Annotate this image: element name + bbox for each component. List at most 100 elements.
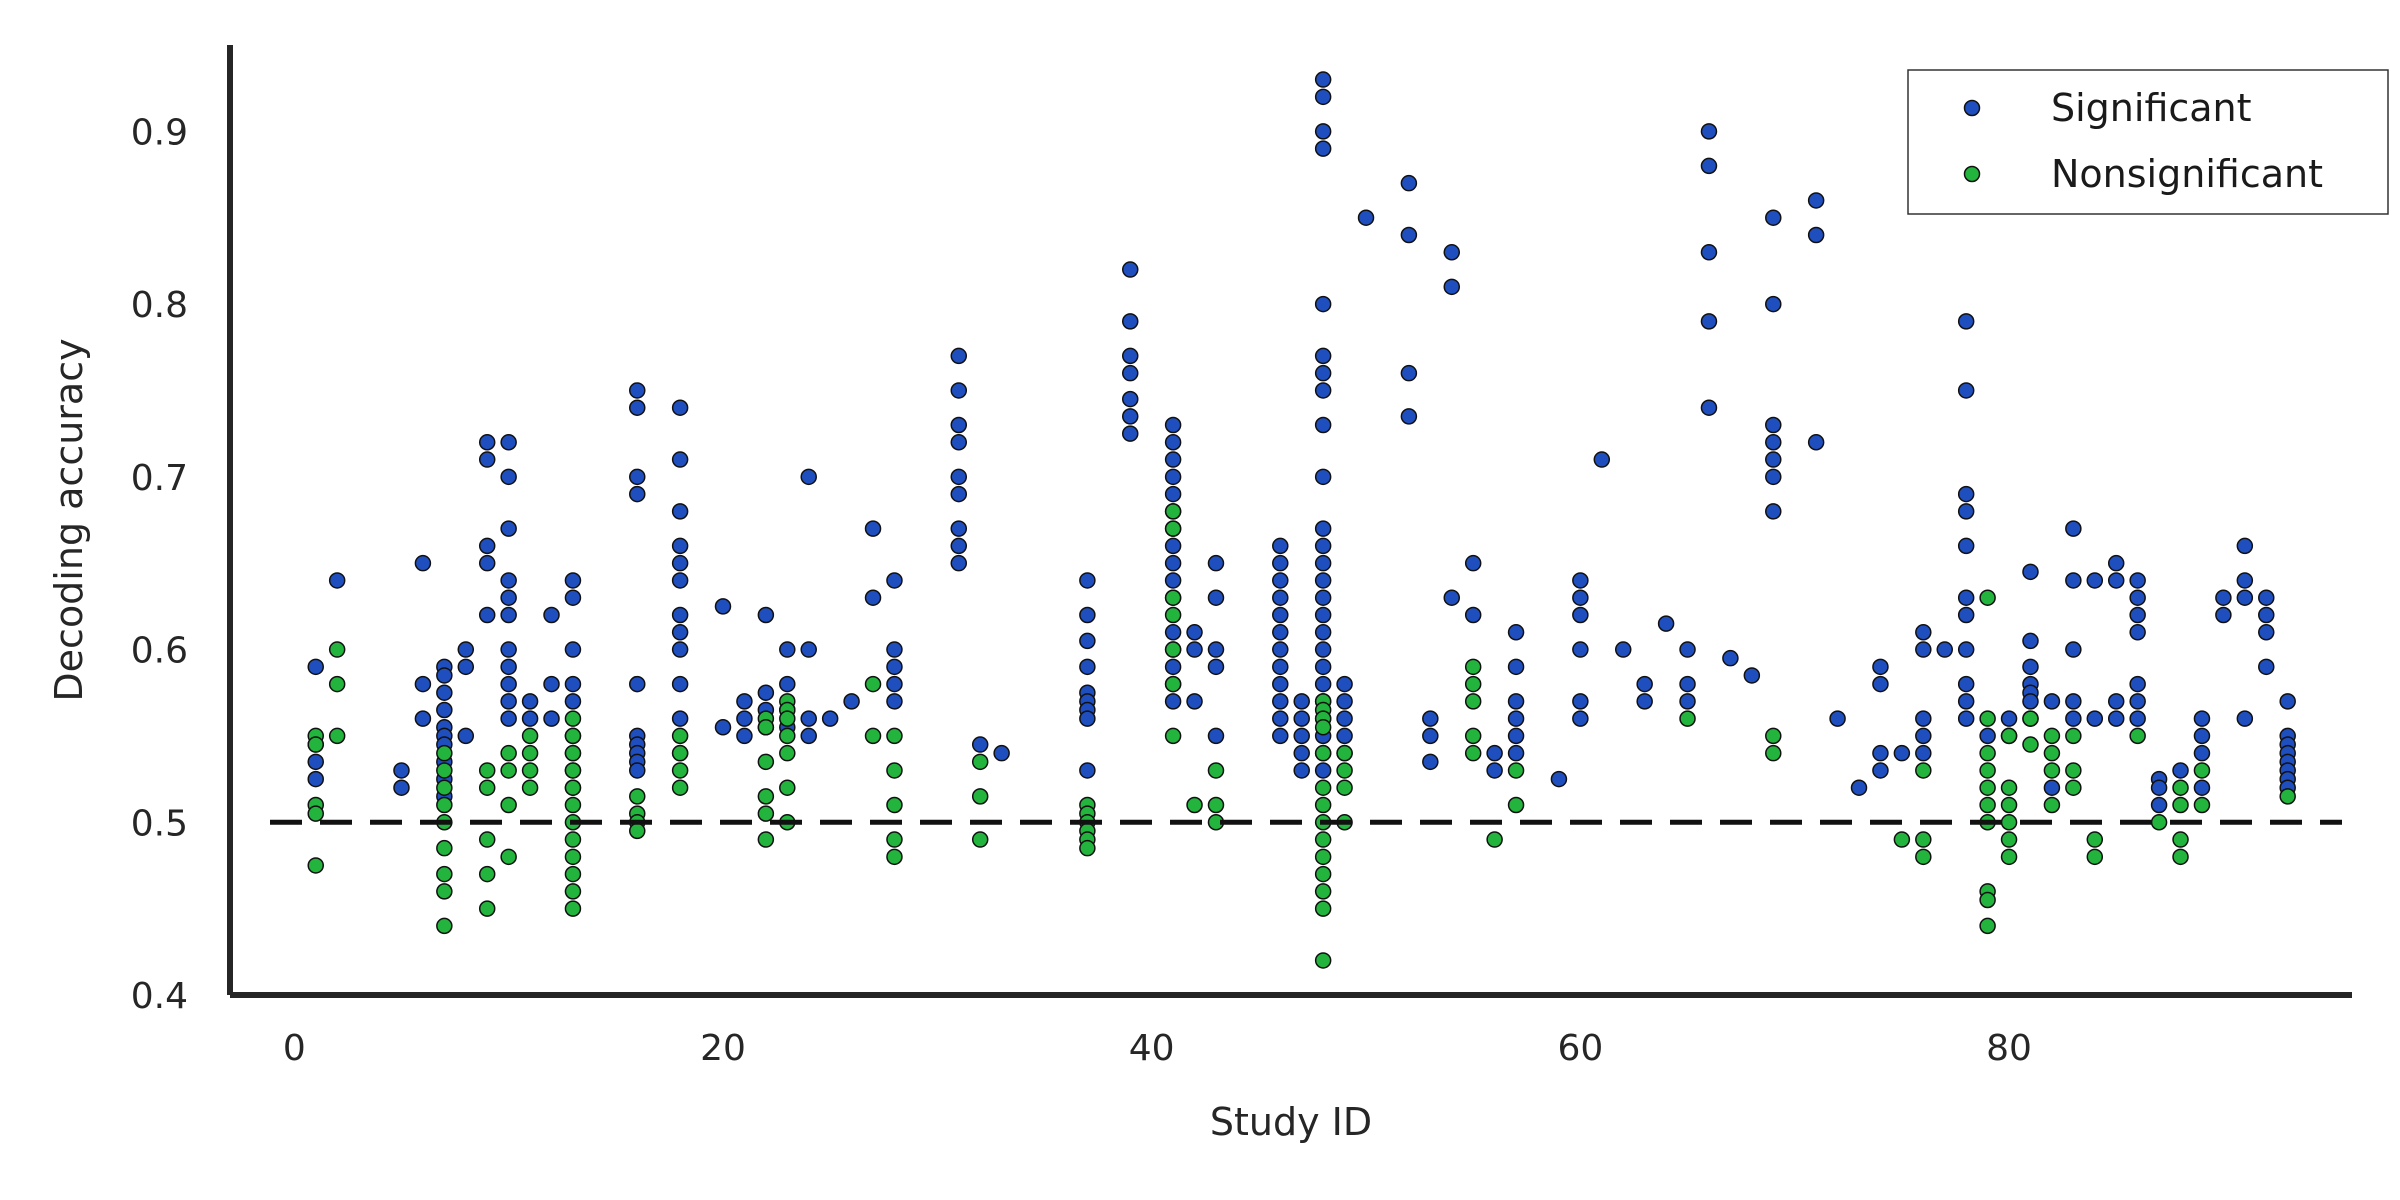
point-nonsignificant [521, 727, 539, 745]
point-nonsignificant [1979, 779, 1996, 796]
point-nonsignificant [886, 762, 903, 779]
point-nonsignificant [1464, 693, 1482, 710]
point-significant [1314, 364, 1332, 382]
point-significant [950, 347, 968, 365]
point-significant [1314, 88, 1332, 106]
point-significant [1915, 641, 1932, 658]
point-significant [1207, 641, 1225, 658]
point-significant [993, 744, 1010, 762]
point-nonsignificant [1464, 675, 1482, 693]
point-significant [2107, 693, 2125, 710]
point-nonsignificant [478, 865, 496, 883]
point-significant [2258, 658, 2275, 676]
point-significant [1164, 572, 1182, 589]
point-nonsignificant [1979, 917, 1996, 935]
point-significant [1422, 753, 1439, 771]
point-significant [521, 710, 539, 727]
y-axis-label: Decoding accuracy [47, 338, 91, 701]
point-significant [1164, 658, 1182, 676]
point-nonsignificant [564, 831, 582, 848]
point-nonsignificant [564, 710, 582, 727]
point-significant [1272, 606, 1289, 624]
point-significant [671, 675, 689, 693]
point-significant [1957, 693, 1975, 710]
point-significant [886, 572, 903, 589]
point-significant [1722, 649, 1739, 667]
point-nonsignificant [1765, 727, 1782, 745]
point-nonsignificant [1314, 900, 1332, 917]
point-significant [1272, 537, 1289, 555]
point-nonsignificant [2172, 831, 2189, 848]
point-nonsignificant [2043, 762, 2061, 779]
point-significant [500, 710, 517, 727]
point-nonsignificant [1979, 796, 1996, 814]
point-significant [500, 658, 517, 676]
point-significant [2150, 779, 2168, 796]
point-significant [1272, 727, 1289, 745]
point-significant [1293, 744, 1310, 762]
point-significant [950, 468, 968, 486]
point-nonsignificant [1893, 831, 1911, 848]
x-tick-label: 80 [1986, 1028, 2032, 1069]
point-nonsignificant [436, 762, 453, 779]
point-nonsignificant [629, 822, 646, 840]
point-significant [1893, 744, 1911, 762]
point-nonsignificant [1207, 762, 1225, 779]
point-nonsignificant [1164, 589, 1182, 606]
point-significant [1915, 727, 1932, 745]
point-nonsignificant [2150, 814, 2168, 831]
point-nonsignificant [1314, 831, 1332, 848]
point-significant [1121, 313, 1139, 330]
point-nonsignificant [1314, 796, 1332, 814]
point-nonsignificant [436, 839, 453, 857]
point-nonsignificant [436, 744, 453, 762]
point-nonsignificant [478, 831, 496, 848]
point-significant [1957, 313, 1975, 330]
point-significant [2065, 641, 2082, 658]
point-significant [1807, 226, 1825, 244]
point-significant [1872, 658, 1889, 676]
point-nonsignificant [564, 848, 582, 866]
point-significant [478, 451, 496, 468]
point-significant [736, 693, 753, 710]
point-significant [1272, 572, 1289, 589]
point-nonsignificant [2129, 727, 2146, 745]
point-nonsignificant [1464, 727, 1482, 745]
point-nonsignificant [971, 753, 989, 771]
point-nonsignificant [1336, 762, 1353, 779]
point-nonsignificant [1314, 744, 1332, 762]
data-points [307, 71, 2296, 969]
point-nonsignificant [629, 788, 646, 805]
point-significant [1679, 641, 1696, 658]
point-significant [2107, 554, 2125, 572]
point-nonsignificant [1164, 606, 1182, 624]
point-nonsignificant [671, 779, 689, 796]
point-significant [800, 468, 817, 486]
point-significant [564, 572, 582, 589]
x-tick-label: 40 [1129, 1028, 1175, 1069]
point-nonsignificant [779, 710, 796, 727]
point-nonsignificant [2043, 744, 2061, 762]
point-significant [2215, 589, 2232, 606]
point-nonsignificant [2065, 779, 2082, 796]
point-significant [1765, 209, 1782, 226]
point-significant [1872, 762, 1889, 779]
point-nonsignificant [2000, 814, 2018, 831]
point-nonsignificant [864, 727, 882, 745]
point-significant [1314, 382, 1332, 399]
point-significant [500, 641, 517, 658]
point-significant [950, 485, 968, 503]
point-nonsignificant [1314, 865, 1332, 883]
point-significant [1486, 744, 1503, 762]
point-nonsignificant [886, 831, 903, 848]
point-nonsignificant [2193, 796, 2211, 814]
point-significant [1507, 624, 1525, 641]
point-significant [1336, 727, 1353, 745]
point-nonsignificant [757, 805, 775, 822]
point-significant [457, 727, 475, 745]
point-significant [1765, 503, 1782, 520]
point-nonsignificant [1314, 952, 1332, 969]
point-nonsignificant [436, 883, 453, 900]
point-significant [2193, 710, 2211, 727]
y-tick-label: 0.5 [131, 803, 188, 844]
